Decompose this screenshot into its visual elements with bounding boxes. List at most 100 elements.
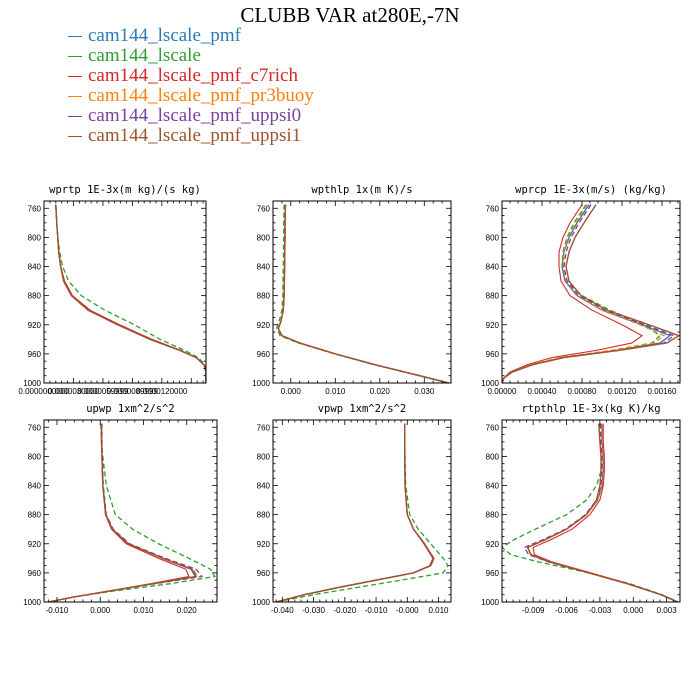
y-tick-label: 1000 [252,379,270,388]
y-tick-label: 760 [486,423,500,432]
y-tick-label: 920 [257,321,271,330]
legend-swatch [68,116,82,118]
y-tick-label: 840 [257,263,271,272]
y-tick-label: 760 [28,204,42,213]
legend-item: cam144_lscale_pmf_uppsi0 [68,106,314,126]
x-tick-label: -0.020 [333,606,356,615]
legend-swatch [68,96,82,98]
y-tick-label: 880 [486,511,500,520]
series-line [275,423,435,602]
legend-label: cam144_lscale_pmf [88,25,242,46]
x-tick-label: 0.020 [177,606,198,615]
x-tick-label: 0.000 [623,606,644,615]
y-tick-label: 880 [257,292,271,301]
y-tick-label: 760 [257,423,271,432]
y-tick-label: 800 [257,233,271,242]
y-tick-label: 960 [28,569,42,578]
panel-title: wprtp 1E-3x(m kg)/(s kg) [49,184,201,196]
chart-panel: vpwp 1xm^2/s^27608008408809209601000-0.0… [252,403,452,615]
legend-swatch [68,76,82,78]
legend-item: cam144_lscale_pmf_c7rich [68,66,314,86]
y-tick-label: 840 [28,482,42,491]
series-line [48,423,197,602]
x-tick-label: -0.000 [396,606,419,615]
y-tick-label: 760 [486,204,500,213]
chart-panel: rtpthlp 1E-3x(kg K)/kg 760 800 840 880 920 960… [481,403,681,615]
x-tick-label: 0.0000059999 [77,387,129,396]
series-line [502,204,680,383]
y-tick-label: 840 [257,482,271,491]
x-tick-label: 0.00040 [528,387,557,396]
series-line [532,423,678,602]
x-tick-label: 0.003 [657,606,678,615]
y-tick-label: 880 [28,511,42,520]
chart-panel: wpthlp 1x(m K)/s 760 800 840 880 920 960 1000 0.… [252,184,452,396]
x-tick-label: 0.0000030000 [48,387,100,396]
legend-swatch [68,36,82,38]
series-line [48,423,216,602]
series-line [502,204,672,383]
x-tick-label: 0.0000089999 [107,387,159,396]
y-tick-label: 920 [28,540,42,549]
series-line [48,423,204,602]
x-tick-label: 0.00160 [648,387,677,396]
x-tick-label: 0.020 [370,387,391,396]
y-tick-label: 960 [257,350,271,359]
x-tick-label: 0.010 [325,387,346,396]
y-tick-label: 840 [28,263,42,272]
chart-panel: upwp 1xm^2/s^2 760 800 840 880 920 960 1000 -0.0… [23,403,218,615]
legend-label: cam144_lscale_pmf_c7rich [88,65,298,86]
x-tick-label: 0.00080 [568,387,597,396]
y-tick-label: 800 [28,233,42,242]
y-tick-label: 800 [486,452,500,461]
x-tick-label: 0.00000 [488,387,517,396]
x-tick-label: -0.010 [365,606,388,615]
y-tick-label: 1000 [481,379,499,388]
x-tick-label: 0.0000120000 [136,387,188,396]
y-tick-label: 840 [486,482,500,491]
y-tick-label: 920 [257,540,271,549]
legend: cam144_lscale_pmf cam144_lscale cam144_l… [68,26,314,146]
x-tick-label: 0.010 [133,606,154,615]
y-tick-label: 960 [28,350,42,359]
figure-title: CLUBB VAR at280E,-7N [240,3,460,27]
legend-item: cam144_lscale_pmf [68,26,314,46]
legend-label: cam144_lscale_pmf_uppsi1 [88,125,302,146]
series-line [275,423,449,602]
panel-title: wpthlp 1x(m K)/s [311,184,412,196]
panel-title: upwp 1xm^2/s^2 [86,403,175,415]
series-line [55,204,206,383]
series-line [526,423,679,602]
y-tick-label: 1000 [23,379,41,388]
y-tick-label: 960 [257,569,271,578]
x-tick-label: -0.006 [555,606,578,615]
series-line [502,204,644,383]
series-line [277,204,449,383]
y-tick-label: 960 [486,350,500,359]
panel-title: vpwp 1xm^2/s^2 [318,403,407,415]
series-line [48,423,198,602]
plot-frame [43,419,218,603]
x-tick-label: 0.010 [428,606,449,615]
x-tick-label: -0.003 [589,606,612,615]
chart-panel: wprcp 1E-3x(m/s) (kg/kg) 760 800 840 880 920 9… [481,184,681,396]
y-tick-label: 1000 [23,598,41,607]
legend-label: cam144_lscale [88,45,201,66]
plot-frame [272,419,452,603]
series-line [48,423,199,602]
legend-label: cam144_lscale_pmf_uppsi0 [88,105,302,126]
series-line [48,423,190,602]
plot-frame [43,200,207,384]
series-line [502,204,666,383]
y-tick-label: 880 [486,292,500,301]
series-line [55,204,206,383]
x-tick-label: 0.000 [90,606,111,615]
series-line [502,204,662,383]
legend-label: cam144_lscale_pmf_pr3buoy [88,85,314,106]
y-tick-label: 800 [28,452,42,461]
x-tick-label: 0.00120 [608,387,637,396]
y-tick-label: 760 [257,204,271,213]
series-line [277,204,449,383]
series-line [55,204,206,383]
